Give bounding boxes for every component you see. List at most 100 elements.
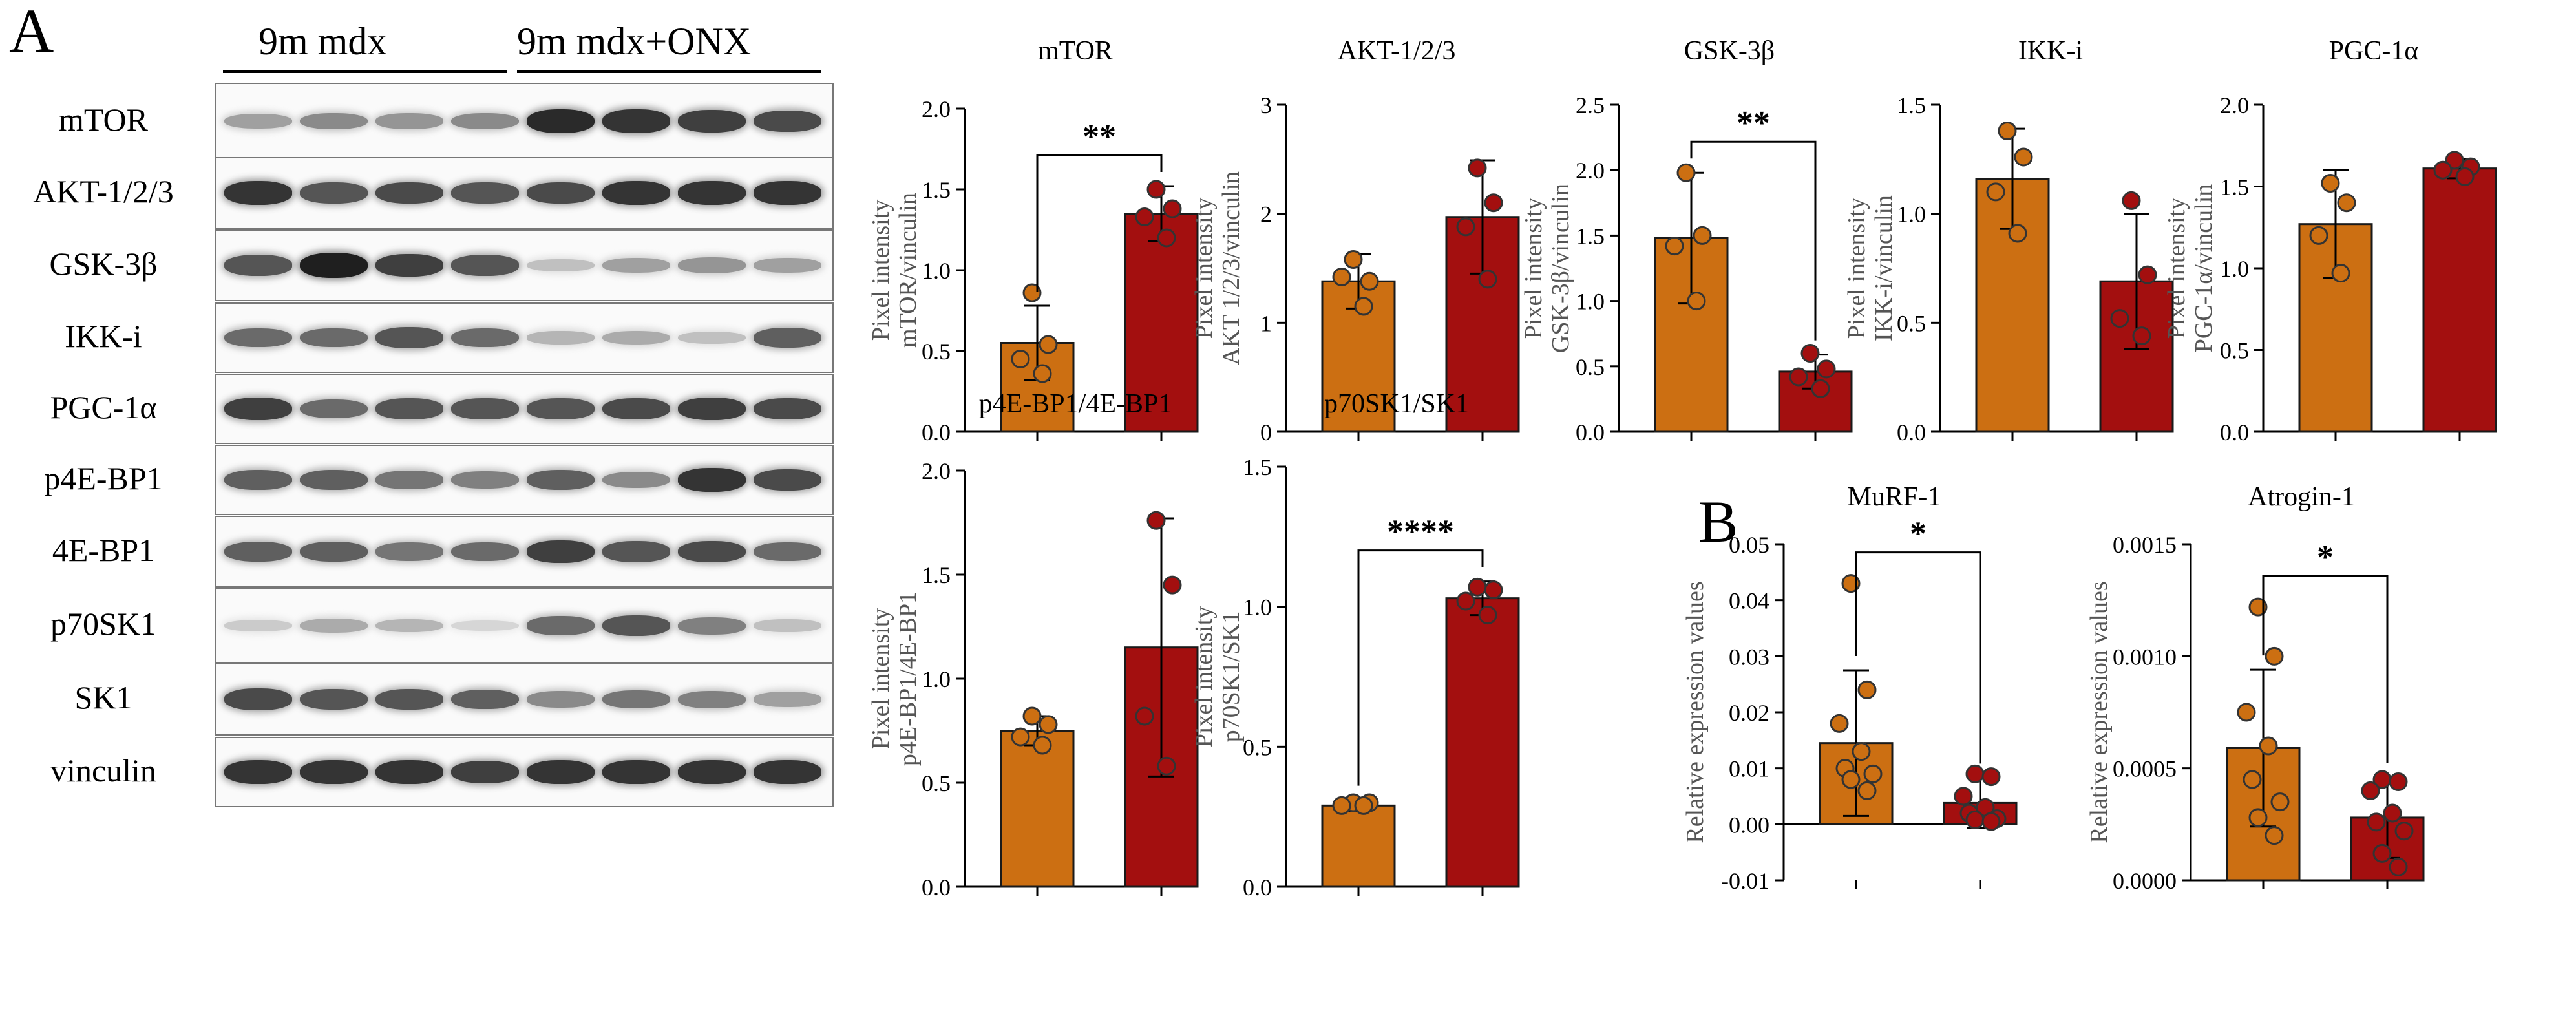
chart-title: IKK-i <box>2018 36 2083 66</box>
data-point <box>2265 826 2284 845</box>
data-point <box>1135 207 1154 226</box>
blot-band <box>300 619 368 633</box>
blot-band <box>451 328 519 348</box>
chart: AKT-1/2/3 0 1 2 3 Pixel intensity AKT 1/2/3/vi… <box>1190 36 1520 445</box>
y-tick-label: 0.5 <box>922 339 951 365</box>
data-point <box>1478 606 1497 625</box>
data-point <box>1332 267 1351 286</box>
blot-band <box>224 620 292 631</box>
data-point <box>1033 364 1052 383</box>
blot-band <box>451 542 519 562</box>
blot-band <box>375 619 443 633</box>
y-axis-label: Relative expression values <box>2085 581 2113 843</box>
y-tick-label: 0 <box>1260 419 1272 445</box>
blot-label: SK1 <box>74 679 132 716</box>
blot-label: 4E-BP1 <box>52 531 155 568</box>
bar <box>1321 804 1396 888</box>
blot-band <box>678 617 746 635</box>
blot-label: p70SK1 <box>50 606 156 642</box>
blot-band <box>754 692 821 707</box>
blot-label: PGC-1α <box>50 388 157 425</box>
blot-band <box>678 540 746 563</box>
y-tick-label: 2 <box>1260 202 1272 228</box>
blot-band <box>224 760 292 784</box>
y-tick-label: 2.5 <box>1576 92 1605 118</box>
blot-band <box>527 691 595 708</box>
data-point <box>2008 224 2027 243</box>
blot-strip <box>215 516 834 588</box>
data-point <box>1857 680 1877 699</box>
significance-label: * <box>2317 539 2334 576</box>
y-tick-label: 0.0 <box>1576 419 1605 445</box>
blot-band <box>678 468 746 492</box>
data-point <box>2259 736 2278 756</box>
blot-band <box>527 760 595 784</box>
blot-band <box>602 541 670 562</box>
blot-band <box>224 398 292 420</box>
blot-band <box>375 254 443 277</box>
blot-band <box>375 542 443 561</box>
blot-band <box>375 182 443 204</box>
blot-strip <box>215 374 834 444</box>
blot-band <box>754 469 821 491</box>
y-axis-label: PGC-1α/vinculin <box>2190 184 2217 353</box>
y-axis-label: Pixel intensity <box>867 608 894 750</box>
panel-letter-b: B <box>1698 489 1738 555</box>
data-point <box>1033 736 1052 755</box>
y-tick-label: 0.5 <box>1897 310 1926 336</box>
blot-band <box>602 615 670 637</box>
blot-strip <box>215 302 834 373</box>
blot-band <box>300 328 368 348</box>
data-point <box>1484 193 1503 213</box>
data-point <box>2389 857 2408 876</box>
bar <box>1000 730 1075 888</box>
significance-bracket <box>1036 154 1163 292</box>
data-point <box>2248 808 2268 827</box>
chart-title: p70SK1/SK1 <box>1324 389 1469 419</box>
chart: GSK-3β 0.0 0.5 1.0 1.5 2.0 2.5 Pixel intensity G… <box>1520 36 1853 445</box>
blot-band <box>451 255 519 276</box>
data-point <box>1456 591 1475 611</box>
blot-band <box>224 328 292 348</box>
blot-band <box>224 255 292 276</box>
blot-band <box>527 540 595 563</box>
y-axis-label: Relative expression values <box>1682 581 1709 843</box>
y-tick-label: 0.5 <box>922 770 951 796</box>
blot-strip <box>215 157 834 229</box>
data-point <box>1693 226 1712 245</box>
y-tick-label: 0.04 <box>1729 588 1769 614</box>
data-point <box>2361 781 2380 800</box>
chart-title: mTOR <box>1038 36 1113 66</box>
blot-band <box>602 109 670 133</box>
data-point <box>1830 714 1849 733</box>
blot-band <box>602 690 670 709</box>
blot-band <box>754 542 821 562</box>
y-tick-label: 0.0 <box>922 875 951 900</box>
y-tick-label: 1 <box>1260 310 1272 336</box>
data-point <box>1354 297 1373 316</box>
blot-band <box>451 182 519 204</box>
data-point <box>1811 379 1830 398</box>
data-point <box>1344 250 1363 270</box>
blot-band <box>527 331 595 345</box>
data-point <box>2331 264 2350 283</box>
y-tick-label: 1.5 <box>1897 92 1926 118</box>
blot-band <box>300 182 368 204</box>
data-point <box>1954 787 1973 806</box>
data-point <box>1022 706 1042 726</box>
blot-band <box>527 398 595 419</box>
y-axis-label: p70SK1/SK1 <box>1218 611 1245 743</box>
data-point <box>2014 147 2033 167</box>
y-axis-label: Pixel intensity <box>2163 198 2190 339</box>
significance-bracket <box>1855 551 1981 764</box>
data-point <box>1817 359 1836 379</box>
data-point <box>1981 767 2001 787</box>
blot-band <box>754 328 821 348</box>
group-label-mdx-onx: 9m mdx+ONX <box>517 20 752 63</box>
y-tick-label: 0.03 <box>1729 644 1769 670</box>
blot-band <box>224 542 292 562</box>
data-point <box>1157 228 1176 248</box>
blot-band <box>754 257 821 273</box>
y-tick-label: 0.0005 <box>2113 756 2177 782</box>
